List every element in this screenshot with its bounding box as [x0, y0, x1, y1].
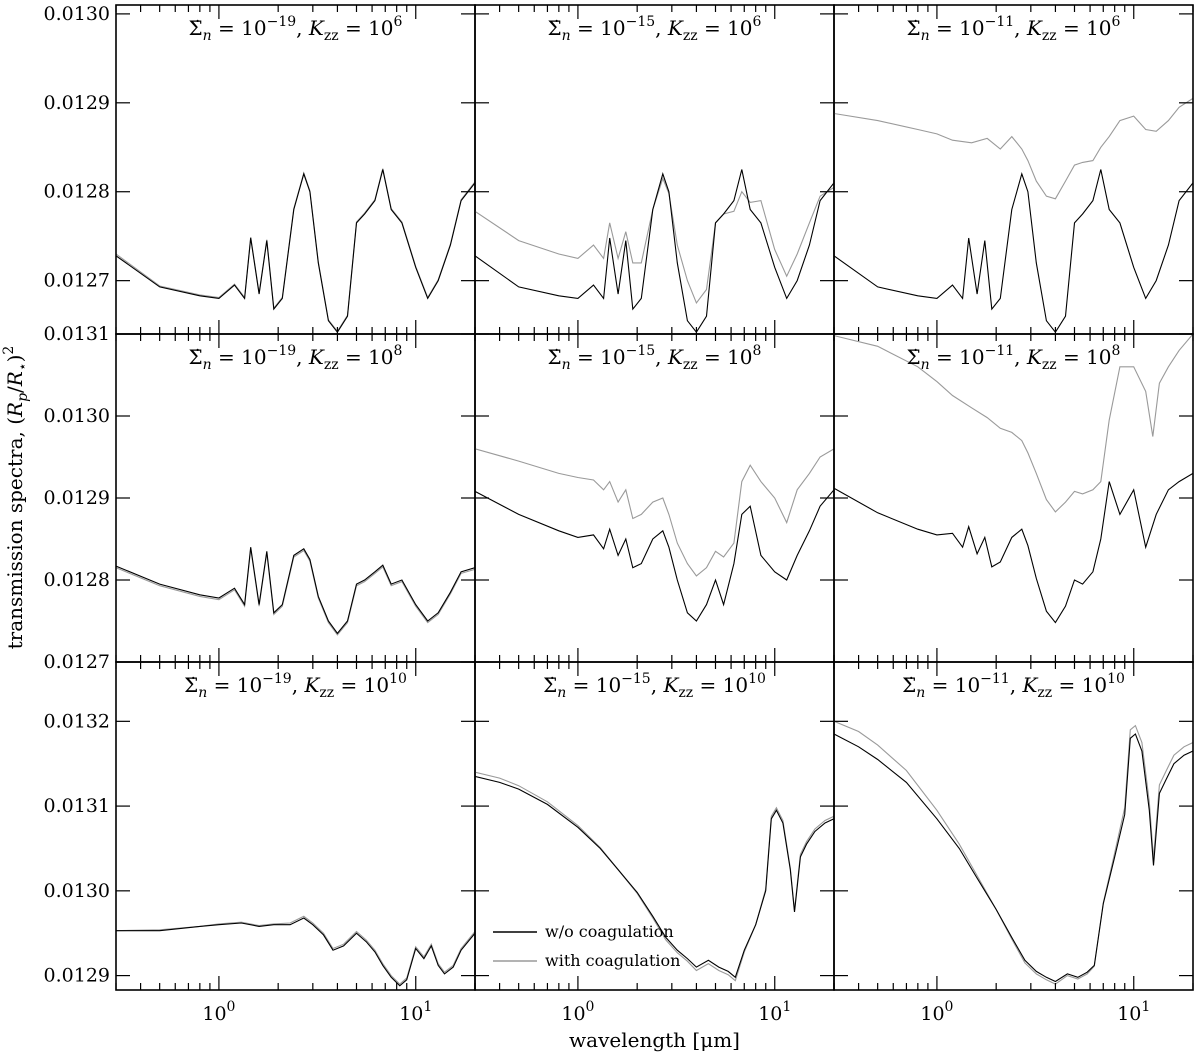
panel-frame [833, 333, 1194, 663]
x-tick-label: 101 [758, 999, 791, 1025]
y-tick-label: 0.0131 [44, 323, 110, 345]
panel-frame [115, 4, 476, 335]
panel-grid: Σ̇n = 10−19, Kzz = 106 0.0127 0.0128 0.0129… [44, 3, 1194, 1025]
series-without-coagulation-line [116, 547, 475, 635]
panel-title: Σ̇n = 10−15, Kzz = 1010 [543, 671, 766, 701]
legend-label: w/o coagulation [545, 922, 674, 941]
x-tick-label: 101 [1117, 999, 1150, 1025]
y-tick-label: 0.0129 [44, 965, 110, 987]
y-ticks [834, 13, 1193, 282]
panel-frame [474, 4, 835, 335]
y-tick-label: 0.0131 [44, 795, 110, 817]
legend: w/o coagulation with coagulation [493, 922, 680, 970]
panel-r1-c0: Σ̇n = 10−19, Kzz = 108 [115, 333, 476, 663]
panel-r0-c2: Σ̇n = 10−11, Kzz = 106 [833, 4, 1194, 335]
series-without-coagulation-line [475, 775, 834, 979]
y-ticks [475, 13, 834, 282]
y-ticks [116, 720, 475, 977]
panel-title: Σ̇n = 10−19, Kzz = 1010 [184, 671, 407, 701]
series-without-coagulation-line [475, 169, 834, 334]
series-without-coagulation-line [834, 472, 1193, 624]
panel-title: Σ̇n = 10−11, Kzz = 108 [907, 343, 1121, 373]
y-axis-label: transmission spectra, (Rp/R⋆)2 [1, 346, 31, 650]
x-tick-label: 100 [202, 999, 235, 1025]
y-tick-label: 0.0130 [44, 880, 110, 902]
panel-title: Σ̇n = 10−11, Kzz = 106 [907, 14, 1121, 44]
y-ticks [834, 333, 1193, 663]
x-tick-label: 100 [561, 999, 594, 1025]
panel-r1-c1: Σ̇n = 10−15, Kzz = 108 [474, 333, 835, 663]
series-without-coagulation-line [475, 489, 834, 622]
panel-frame [833, 661, 1194, 991]
series-without-coagulation-line [834, 733, 1193, 983]
panel-frame [115, 661, 476, 991]
series-without-coagulation-line [834, 169, 1193, 334]
panel-r1-c2: Σ̇n = 10−11, Kzz = 108 [833, 333, 1194, 663]
y-tick-label: 0.0130 [44, 3, 110, 25]
series-with-coagulation-line [834, 720, 1193, 985]
x-ticks [115, 334, 476, 662]
panel-title: Σ̇n = 10−19, Kzz = 108 [189, 343, 403, 373]
x-ticks [474, 5, 835, 334]
x-axis-label: wavelength [μm] [569, 1028, 740, 1052]
panel-r0-c0: Σ̇n = 10−19, Kzz = 106 [115, 4, 476, 335]
series-with-coagulation-line [834, 97, 1193, 200]
x-tick-label: 101 [399, 999, 432, 1025]
panel-title: Σ̇n = 10−15, Kzz = 106 [548, 14, 762, 44]
y-tick-label: 0.0128 [44, 569, 110, 591]
x-ticks [833, 662, 1194, 990]
legend-label: with coagulation [545, 951, 680, 970]
panel-title: Σ̇n = 10−19, Kzz = 106 [189, 14, 403, 44]
y-tick-label: 0.0130 [44, 405, 110, 427]
panel-r2-c2: Σ̇n = 10−11, Kzz = 1010 [833, 661, 1194, 991]
y-tick-label: 0.0127 [44, 270, 110, 292]
panel-r2-c0: Σ̇n = 10−19, Kzz = 1010 [115, 661, 476, 991]
y-tick-label: 0.0128 [44, 181, 110, 203]
y-tick-label: 0.0132 [44, 710, 110, 732]
y-ticks [475, 333, 834, 663]
series-with-coagulation-line [116, 548, 475, 636]
panel-title: Σ̇n = 10−15, Kzz = 108 [548, 343, 762, 373]
panel-r0-c1: Σ̇n = 10−15, Kzz = 106 [474, 4, 835, 335]
panel-title: Σ̇n = 10−11, Kzz = 1010 [902, 671, 1125, 701]
series-with-coagulation-line [475, 771, 834, 982]
panel-frame [474, 333, 835, 663]
series-without-coagulation-line [116, 169, 475, 334]
series-with-coagulation-line [116, 915, 475, 985]
y-ticks [116, 13, 475, 282]
series-with-coagulation-line [475, 448, 834, 577]
y-tick-label: 0.0129 [44, 487, 110, 509]
series-with-coagulation-line [475, 176, 834, 305]
y-tick-label: 0.0129 [44, 92, 110, 114]
x-tick-label: 100 [920, 999, 953, 1025]
x-ticks [115, 5, 476, 334]
x-ticks [833, 334, 1194, 662]
x-ticks [474, 334, 835, 662]
series-with-coagulation-line [834, 334, 1193, 513]
y-ticks [475, 720, 834, 977]
y-tick-label: 0.0127 [44, 651, 110, 673]
x-ticks [833, 5, 1194, 334]
x-ticks [115, 662, 476, 990]
series-with-coagulation-line [116, 168, 475, 333]
panel-r2-c1: Σ̇n = 10−15, Kzz = 1010 [474, 661, 835, 991]
y-ticks [834, 720, 1193, 977]
panel-frame [833, 4, 1194, 335]
series-without-coagulation-line [116, 917, 475, 987]
